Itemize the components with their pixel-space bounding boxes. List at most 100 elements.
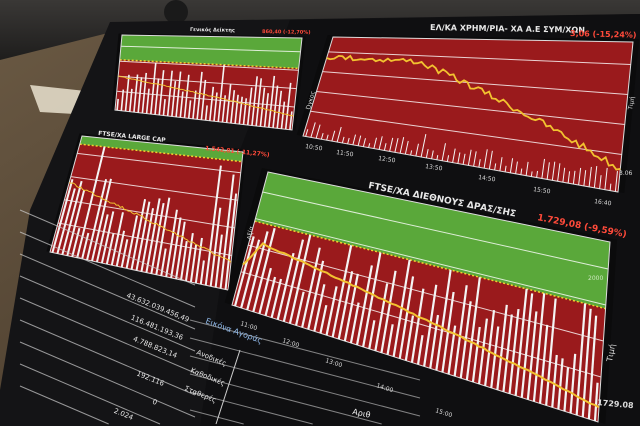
volume-bar: [465, 277, 481, 381]
volume-bar: [170, 217, 182, 279]
axis-left-label: Όγκος: [305, 90, 317, 111]
volume-bar: [238, 96, 243, 125]
volume-bar: [209, 207, 222, 287]
volume-bar: [264, 276, 277, 316]
last-price-label: 3.06: [619, 170, 633, 177]
volume-bar: [514, 288, 528, 396]
volume-bar: [604, 167, 608, 190]
volume-bar: [526, 311, 538, 400]
volume-bar: [242, 98, 248, 125]
volume-bar: [508, 308, 520, 394]
volume-bar: [326, 134, 329, 141]
volume-bar: [415, 143, 419, 157]
table-row-line: [189, 337, 421, 399]
volume-bar: [357, 135, 362, 146]
volume-bar: [557, 358, 564, 410]
price-line: [326, 54, 621, 171]
volume-bar: [436, 155, 439, 160]
volume-bar: [429, 314, 440, 369]
volume-bar: [352, 134, 357, 145]
volume-bar: [224, 193, 238, 290]
chart-top-right: [296, 34, 640, 194]
last-price-label: 1729.08: [597, 398, 635, 410]
volume-bar: [473, 151, 477, 167]
volume-bar: [120, 239, 129, 268]
volume-bar: [494, 163, 497, 171]
reference-line: [254, 220, 606, 310]
volume-bar: [294, 291, 305, 326]
volume-bar: [546, 162, 550, 180]
axis-right-label: Τιμή: [627, 96, 636, 112]
volume-bar: [51, 179, 74, 253]
tick-label: 16:40: [594, 198, 612, 207]
volume-bar: [175, 221, 186, 280]
volume-bar: [95, 214, 109, 263]
volume-bar: [457, 152, 461, 164]
volume-bar: [180, 240, 188, 281]
volume-bar: [347, 137, 350, 145]
market-table-footer: Αριθ: [352, 407, 372, 420]
volume-bar: [496, 304, 508, 390]
volume-bar: [184, 232, 194, 282]
volume-bar: [124, 74, 130, 112]
volume-bar: [315, 124, 321, 139]
volume-bar: [520, 293, 534, 398]
tick-label: 14:50: [478, 174, 496, 183]
volume-bar: [483, 149, 488, 169]
volume-bar: [233, 236, 255, 307]
volume-bar: [219, 174, 235, 289]
volume-bar: [56, 188, 76, 254]
volume-bar: [567, 171, 571, 184]
volume-bar: [504, 165, 507, 173]
volume-bar: [272, 85, 279, 128]
volume-bar: [276, 90, 283, 129]
volume-bar: [313, 284, 326, 332]
volume-bar: [120, 89, 125, 111]
gridline: [316, 90, 625, 125]
volume-bar: [515, 161, 518, 174]
volume-bar: [81, 232, 90, 260]
tick-label: 10:50: [305, 143, 323, 152]
volume-bar: [225, 84, 232, 123]
volume-bar: [320, 133, 324, 140]
volume-bar: [341, 136, 345, 144]
panel-top-right-value: 3,06 (-15,24%): [570, 29, 637, 40]
gridline: [77, 152, 241, 174]
volume-bar: [551, 161, 556, 181]
chart-mid-left: [46, 133, 247, 291]
volume-bar: [336, 126, 342, 143]
reference-line: [79, 143, 243, 163]
gridline: [64, 199, 235, 229]
volume-bar: [268, 75, 276, 128]
volume-bar: [280, 101, 286, 129]
volume-bar: [175, 71, 182, 117]
plot-frame: [49, 135, 244, 291]
up-zone: [119, 35, 302, 69]
volume-bar: [255, 78, 263, 127]
volume-bar: [76, 146, 106, 259]
volume-bar: [251, 76, 258, 126]
volume-bar: [252, 227, 276, 313]
gridline: [116, 90, 295, 108]
plot-frame: [302, 36, 634, 193]
volume-bar: [110, 212, 124, 266]
volume-bar: [478, 159, 481, 168]
table-row-line: [189, 409, 244, 425]
volume-bar: [61, 180, 83, 255]
level-label: 2000: [588, 275, 603, 282]
volume-bar: [204, 165, 222, 286]
volume-bar: [557, 163, 561, 182]
volume-bar: [599, 175, 602, 189]
table-column-line: [215, 349, 241, 425]
volume-bar: [389, 137, 394, 152]
gridline: [322, 71, 628, 95]
volume-bar: [477, 318, 488, 385]
volume-bar: [420, 133, 427, 158]
volume-bar: [199, 260, 205, 285]
table-row-line: [19, 253, 196, 330]
volume-bar: [145, 198, 161, 273]
gridline: [70, 176, 238, 201]
tick-label: 13:50: [425, 163, 443, 172]
volume-bar: [462, 153, 466, 165]
gridline: [328, 51, 631, 65]
